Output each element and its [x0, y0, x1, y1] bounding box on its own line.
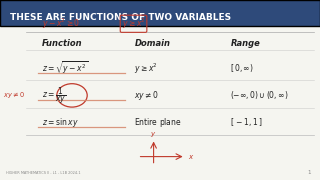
Text: $[\,-1, 1\,]$: $[\,-1, 1\,]$ — [230, 116, 263, 128]
Text: THESE ARE FUNCTIONS OF TWO VARIABLES: THESE ARE FUNCTIONS OF TWO VARIABLES — [10, 13, 231, 22]
Text: x: x — [188, 154, 192, 160]
Text: Range: Range — [230, 39, 260, 48]
FancyBboxPatch shape — [118, 0, 320, 6]
Text: $\text{Entire plane}$: $\text{Entire plane}$ — [134, 116, 182, 129]
Text: $[\,0, \infty)$: $[\,0, \infty)$ — [230, 62, 254, 74]
Text: $y \geq x^2$: $y \geq x^2$ — [122, 17, 146, 31]
Text: Domain: Domain — [134, 39, 171, 48]
FancyBboxPatch shape — [0, 0, 320, 26]
Text: $y \geq x^2$: $y \geq x^2$ — [134, 61, 158, 76]
Text: $(-\infty, 0) \cup (0, \infty)$: $(-\infty, 0) \cup (0, \infty)$ — [230, 89, 289, 101]
Text: 1: 1 — [307, 170, 310, 175]
Text: y: y — [150, 131, 154, 137]
Text: HIGHER MATHEMATICS II - L1 - L1B 2024-1: HIGHER MATHEMATICS II - L1 - L1B 2024-1 — [6, 171, 81, 175]
Text: Function: Function — [42, 39, 82, 48]
Text: $xy \neq 0$: $xy \neq 0$ — [3, 90, 25, 100]
Text: $xy \neq 0$: $xy \neq 0$ — [134, 89, 159, 102]
Text: $z = \sqrt{y - x^2}$: $z = \sqrt{y - x^2}$ — [42, 60, 88, 77]
FancyBboxPatch shape — [0, 0, 112, 6]
Text: $z = \sin xy$: $z = \sin xy$ — [42, 116, 78, 129]
Text: $z = \dfrac{1}{xy}$: $z = \dfrac{1}{xy}$ — [42, 85, 66, 106]
Text: $y - x^2 \geq 0$: $y - x^2 \geq 0$ — [42, 17, 80, 31]
